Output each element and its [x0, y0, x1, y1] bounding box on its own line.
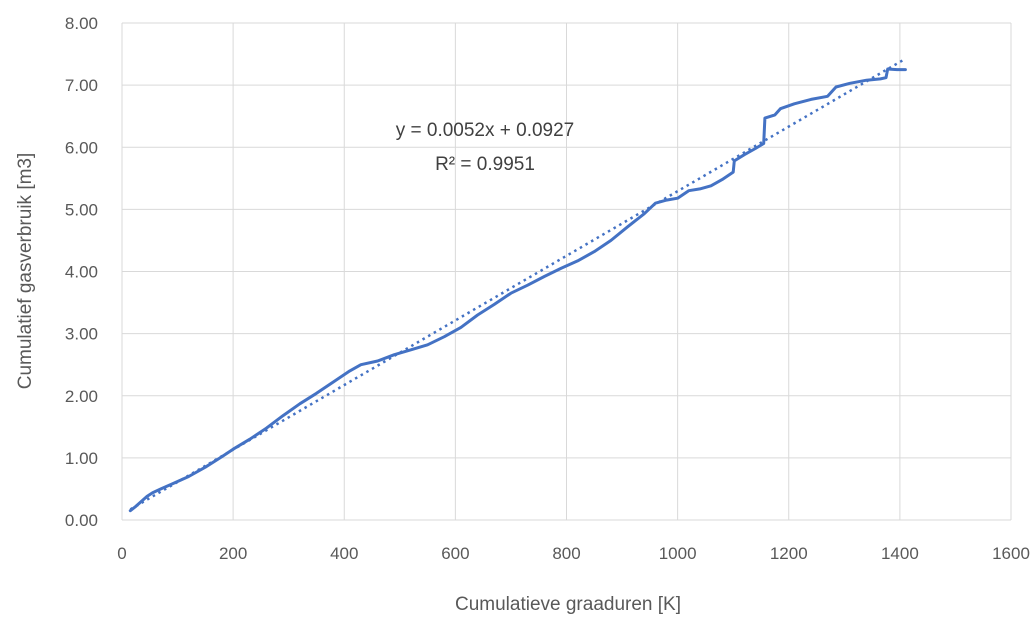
x-tick-label: 200 [219, 544, 247, 563]
x-axis-title: Cumulatieve graaduren [K] [455, 594, 681, 615]
x-axis-ticks: 0 200 400 600 800 1000 1200 1400 1600 [117, 544, 1030, 563]
x-tick-label: 800 [552, 544, 580, 563]
plot-series [128, 59, 907, 513]
x-tick-label: 1000 [659, 544, 697, 563]
x-tick-label: 1600 [992, 544, 1030, 563]
x-tick-label: 0 [117, 544, 126, 563]
data-series-line [128, 67, 907, 513]
trendline-equation: y = 0.0052x + 0.0927 [396, 120, 575, 141]
y-tick-label: 1.00 [65, 449, 98, 468]
y-tick-label: 3.00 [65, 325, 98, 344]
y-axis-title: Cumulatief gasverbruik [m3] [15, 153, 36, 390]
x-tick-label: 1400 [881, 544, 919, 563]
x-tick-label: 1200 [770, 544, 808, 563]
gridlines [121, 22, 1012, 521]
y-tick-label: 5.00 [65, 200, 98, 219]
y-tick-label: 7.00 [65, 76, 98, 95]
x-tick-label: 400 [330, 544, 358, 563]
x-tick-label: 600 [441, 544, 469, 563]
y-axis-ticks: 0.00 1.00 2.00 3.00 4.00 5.00 6.00 7.00 8.00 [65, 14, 98, 530]
r-squared-label: R² = 0.9951 [435, 154, 535, 175]
y-tick-label: 4.00 [65, 263, 98, 282]
y-tick-label: 2.00 [65, 387, 98, 406]
y-tick-label: 0.00 [65, 511, 98, 530]
y-tick-label: 8.00 [65, 14, 98, 33]
y-tick-label: 6.00 [65, 138, 98, 157]
